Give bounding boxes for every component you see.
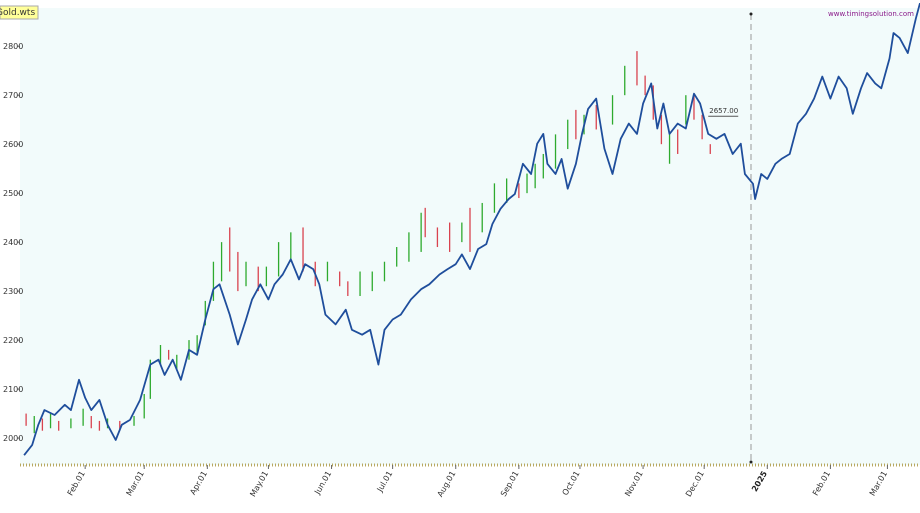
- x-tick-label: Mar.01: [868, 470, 889, 498]
- x-tick-label: 2025: [750, 469, 769, 493]
- y-tick-label: 2300: [3, 287, 23, 296]
- x-tick-label: Dec.01: [684, 470, 706, 499]
- x-tick-label: May.01: [248, 470, 270, 499]
- chart-title: Gold.wts: [0, 8, 35, 18]
- x-tick-label: Nov.01: [623, 470, 645, 499]
- series-line: [23, 2, 920, 456]
- x-tick-label: Jul.01: [375, 470, 394, 495]
- y-tick-label: 2400: [3, 238, 23, 247]
- y-tick-label: 2500: [3, 189, 23, 198]
- y-tick-label: 2600: [3, 140, 23, 149]
- x-tick-label: Jun.01: [312, 470, 333, 497]
- title-box: [0, 5, 39, 20]
- x-tick-label: Apr.01: [188, 470, 209, 497]
- annotation-label: 2657.00: [709, 107, 738, 115]
- source-label: www.timingsolution.com: [828, 10, 914, 18]
- y-tick-label: 2800: [3, 42, 23, 51]
- x-tick-label: Oct.01: [561, 470, 582, 498]
- x-tick-label: Feb.01: [66, 470, 87, 498]
- x-tick-label: Sep.01: [499, 470, 521, 499]
- y-tick-label: 2000: [3, 434, 23, 443]
- y-tick-label: 2100: [3, 385, 23, 394]
- divider-dot: [749, 12, 753, 16]
- x-tick-label: Mar.01: [125, 470, 146, 498]
- y-tick-label: 2200: [3, 336, 23, 345]
- y-tick-label: 2700: [3, 91, 23, 100]
- x-tick-label: Aug.01: [436, 470, 458, 499]
- x-tick-label: Feb.01: [811, 470, 832, 498]
- divider-dot: [749, 460, 753, 464]
